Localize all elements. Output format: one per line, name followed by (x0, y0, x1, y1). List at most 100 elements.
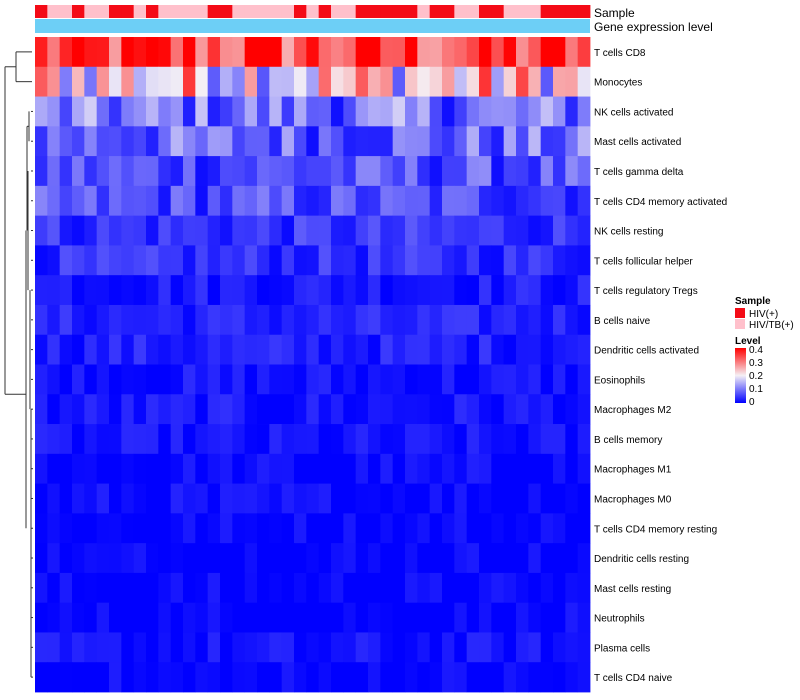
heatmap-cell (417, 275, 431, 306)
heatmap-cell (306, 334, 320, 365)
heatmap-cell (343, 215, 357, 246)
heatmap-cell (479, 156, 492, 187)
heatmap-cell (257, 245, 270, 276)
heatmap-cell (479, 96, 492, 127)
heatmap-cell (96, 513, 110, 544)
heatmap-cell (244, 662, 258, 693)
heatmap-cell (442, 572, 455, 604)
heatmap-cell (146, 156, 159, 187)
heatmap-cell (47, 245, 61, 276)
row-label: Macrophages M0 (594, 495, 672, 506)
heatmap-cell (442, 245, 455, 276)
heatmap-cell (392, 572, 406, 604)
heatmap-cell (109, 126, 122, 157)
heatmap-cell (454, 66, 468, 97)
sample-annotation-cell (553, 5, 566, 18)
heatmap-cell (528, 185, 542, 217)
heatmap-cell (232, 156, 246, 187)
heatmap-cell (72, 424, 85, 455)
heatmap-cell (84, 304, 98, 336)
heatmap-cell (84, 185, 98, 217)
heatmap-cell (183, 156, 196, 187)
heatmap-cell (553, 215, 566, 246)
heatmap-cell (35, 602, 48, 633)
heatmap-cell (146, 275, 159, 306)
heatmap-cell (146, 364, 159, 395)
heatmap-cell (35, 185, 48, 217)
sample-annotation-cell (158, 5, 172, 18)
heatmap-cell (72, 245, 85, 276)
heatmap-cell (257, 334, 270, 365)
row-label: T cells CD4 memory activated (594, 197, 727, 208)
heatmap-cell (35, 66, 48, 97)
heatmap-cell (207, 215, 221, 246)
heatmap-cell (220, 334, 233, 365)
heatmap-cell (355, 334, 369, 365)
sample-annotation-cell (294, 5, 307, 18)
heatmap-cell (72, 126, 85, 157)
heatmap-cell (121, 394, 135, 425)
heatmap-cell (405, 215, 418, 246)
heatmap-cell (565, 632, 579, 663)
heatmap-cell (466, 96, 480, 127)
heatmap-cell (577, 483, 591, 514)
heatmap-cell (503, 156, 517, 187)
heatmap-cell (183, 66, 196, 97)
heatmap-cell (146, 304, 159, 336)
heatmap-cell (269, 66, 283, 97)
heatmap-cell (380, 483, 394, 514)
heatmap-cell (343, 66, 357, 97)
heatmap-cell (158, 424, 172, 455)
heatmap-cell (528, 483, 542, 514)
heatmap-cell (479, 215, 492, 246)
heatmap-cell (35, 96, 48, 127)
heatmap-cell (121, 245, 135, 276)
heatmap-cell (244, 424, 258, 455)
heatmap-cell (207, 156, 221, 187)
heatmap-cell (170, 424, 184, 455)
heatmap-cell (195, 304, 209, 336)
heatmap-cell (170, 245, 184, 276)
heatmap-cell (540, 156, 554, 187)
heatmap-cell (306, 394, 320, 425)
heatmap-cell (577, 394, 591, 425)
heatmap-cell (392, 156, 406, 187)
heatmap-cell (479, 602, 492, 633)
heatmap-cell (503, 572, 517, 604)
heatmap-cell (158, 37, 172, 68)
heatmap-cell (158, 364, 172, 395)
heatmap-cell (553, 245, 566, 276)
heatmap-cell (244, 483, 258, 514)
heatmap-cell (516, 304, 529, 336)
heatmap-cell (146, 245, 159, 276)
heatmap-cell (47, 275, 61, 306)
heatmap-cell (540, 96, 554, 127)
heatmap-cell (47, 543, 61, 574)
heatmap-cell (96, 156, 110, 187)
heatmap-cell (331, 185, 344, 217)
heatmap-cell (35, 156, 48, 187)
heatmap-cell (35, 275, 48, 306)
heatmap-cell (35, 632, 48, 663)
heatmap-cell (577, 37, 591, 68)
heatmap-cell (257, 37, 270, 68)
heatmap-cell (331, 275, 344, 306)
heatmap-cell (183, 632, 196, 663)
heatmap-cell (392, 66, 406, 97)
heatmap-cell (318, 513, 332, 544)
heatmap-cell (540, 275, 554, 306)
heatmap-cell (540, 334, 554, 365)
heatmap-cell (281, 275, 295, 306)
heatmap-cell (121, 126, 135, 157)
heatmap-cell (392, 96, 406, 127)
row-label: NK cells activated (594, 107, 673, 118)
heatmap-cell (405, 543, 418, 574)
heatmap-cell (565, 156, 579, 187)
heatmap-cell (109, 185, 122, 217)
heatmap-cell (466, 662, 480, 693)
heatmap-cell (35, 662, 48, 693)
heatmap-cell (528, 572, 542, 604)
heatmap-cell (294, 662, 307, 693)
heatmap-cell (503, 483, 517, 514)
heatmap-cell (516, 572, 529, 604)
